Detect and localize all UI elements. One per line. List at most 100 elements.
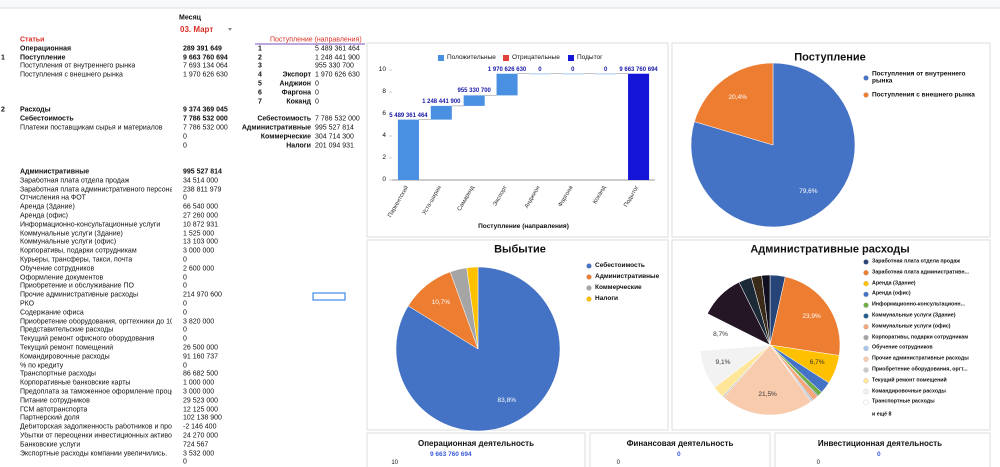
- legend-label: Отрицательные: [512, 53, 560, 61]
- row-value: 66 540 000: [183, 203, 219, 211]
- row-value: 3 000 000: [183, 388, 215, 396]
- row-label: Текущий ремонт офисного оборудования: [20, 335, 155, 343]
- legend-swatch: [586, 285, 592, 291]
- row-value: 289 391 649: [183, 45, 222, 53]
- row-label: Партнерский доля: [20, 414, 80, 422]
- row-label: Информационно-консультационные услуги: [20, 221, 161, 229]
- month-value: 03. Март: [180, 25, 214, 34]
- row-value: 0: [183, 142, 187, 150]
- pie-slice: [690, 62, 856, 228]
- legend-label: Заработная плата отдела продаж: [872, 258, 961, 265]
- row-label: РКО: [20, 300, 35, 308]
- legend-swatch: [863, 280, 869, 287]
- row-value: 0: [183, 256, 187, 264]
- data-label: 9 663 760 694: [619, 66, 658, 73]
- row-label: Банковские услуги: [20, 441, 81, 449]
- row-value: 3 532 000: [183, 450, 215, 458]
- row-value: 2 600 000: [183, 265, 215, 273]
- data-label: 0: [604, 66, 608, 73]
- legend-label: Поступления от внутреннего рынка: [872, 70, 966, 85]
- legend-label: Аренда (Здание): [872, 279, 916, 286]
- row-value: 201 094 931: [315, 142, 354, 150]
- y-tick-label: 6: [382, 109, 386, 117]
- x-axis-title: Поступление (направления): [478, 222, 569, 230]
- legend-swatch: [863, 270, 869, 276]
- dropdown-arrow[interactable]: [228, 28, 232, 31]
- axis-tick-label: 10: [391, 460, 398, 466]
- row-value: 0: [183, 362, 187, 370]
- row-value: 7 786 532 000: [183, 115, 228, 123]
- row-label: Поступления от внутреннего рынка: [20, 62, 136, 70]
- row-value: 1 970 626 630: [183, 71, 228, 79]
- row-label: Текущий ремонт помещений: [20, 344, 114, 352]
- row-label: Корпоративы, подарки сотрудникам: [20, 247, 137, 255]
- bar: [529, 73, 551, 75]
- chart-panel: [366, 432, 586, 467]
- row-value: 0: [315, 80, 319, 88]
- bar: [430, 105, 452, 120]
- row-label: Приобретение оборудования, оргтехники до…: [20, 318, 172, 326]
- data-label: 9,1%: [715, 358, 731, 366]
- row-value: 0: [315, 89, 319, 97]
- legend-label: Подытог: [577, 53, 603, 61]
- row-label: Экспортные расходы компании увеличились.: [20, 450, 168, 458]
- legend-label: Коммунальные услуги (офис): [872, 323, 951, 330]
- bar: [496, 73, 518, 96]
- pie-slice: [466, 266, 479, 350]
- row-value: 7 693 134 064: [183, 62, 228, 70]
- data-label: 0: [571, 66, 575, 73]
- legend-swatch: [863, 324, 869, 330]
- row-value: 3 820 000: [183, 318, 215, 326]
- row-value: 724 567: [183, 441, 209, 449]
- row-label: Питание сотрудников: [20, 397, 90, 405]
- pie-slice: [761, 274, 771, 346]
- data-label: 10,7%: [431, 298, 451, 306]
- row-number: 3: [258, 62, 262, 70]
- data-label: 83,8%: [497, 396, 516, 404]
- column-header: [0, 0, 1000, 8]
- legend-swatch: [863, 388, 869, 395]
- row-value: 3 000 000: [183, 247, 215, 255]
- row-label: Прочие административные расходы: [20, 291, 139, 299]
- row-value: 0: [315, 98, 319, 106]
- row-label: Операционная: [20, 45, 72, 53]
- data-label: 79,6%: [799, 188, 818, 196]
- row-number: 6: [258, 89, 262, 97]
- row-value: 0: [183, 309, 187, 317]
- row-label: Себестоимость: [20, 115, 74, 123]
- legend-swatch: [503, 55, 509, 61]
- chart-panel: [589, 432, 771, 467]
- chart-panel: [774, 432, 991, 467]
- row-label: Заработная плата административного персо…: [20, 186, 172, 194]
- row-value: 0: [183, 326, 187, 334]
- legend-swatch: [863, 92, 869, 98]
- row-label: Аренда (Здание): [20, 203, 75, 211]
- legend-label: Командировочные расходы: [872, 387, 946, 394]
- y-tick-label: 8: [382, 87, 386, 95]
- bar: [463, 95, 485, 106]
- row-label: Предоплата за таможенное оформление проц…: [20, 388, 172, 396]
- row-value: 27 260 000: [183, 212, 219, 220]
- row-number: 7: [258, 98, 262, 106]
- data-label: 6,7%: [809, 358, 825, 366]
- legend-label: Поступления с внешнего рынка: [872, 91, 975, 99]
- row-label: Дебиторская задолженность работников и п…: [20, 423, 172, 431]
- legend-label: Аренда (офис): [872, 290, 911, 297]
- row-value: 955 330 700: [315, 62, 354, 70]
- table-header: Поступление (направления): [270, 36, 362, 44]
- data-label: 1 248 441 900: [422, 98, 461, 105]
- data-label: 0: [877, 450, 881, 458]
- row-value: 304 714 300: [315, 133, 354, 141]
- data-label: 21,5%: [758, 391, 777, 399]
- selected-cell[interactable]: [312, 292, 346, 301]
- row-value: 0: [183, 274, 187, 282]
- row-value: 1 970 626 630: [315, 71, 360, 79]
- data-label: 8,7%: [713, 331, 728, 339]
- pie-slice: [723, 344, 812, 416]
- bar: [397, 119, 419, 180]
- row-value: 13 103 000: [183, 238, 219, 246]
- pie-slice: [694, 62, 774, 146]
- row-value: 24 270 000: [183, 432, 219, 440]
- legend-label: Административные: [595, 272, 660, 280]
